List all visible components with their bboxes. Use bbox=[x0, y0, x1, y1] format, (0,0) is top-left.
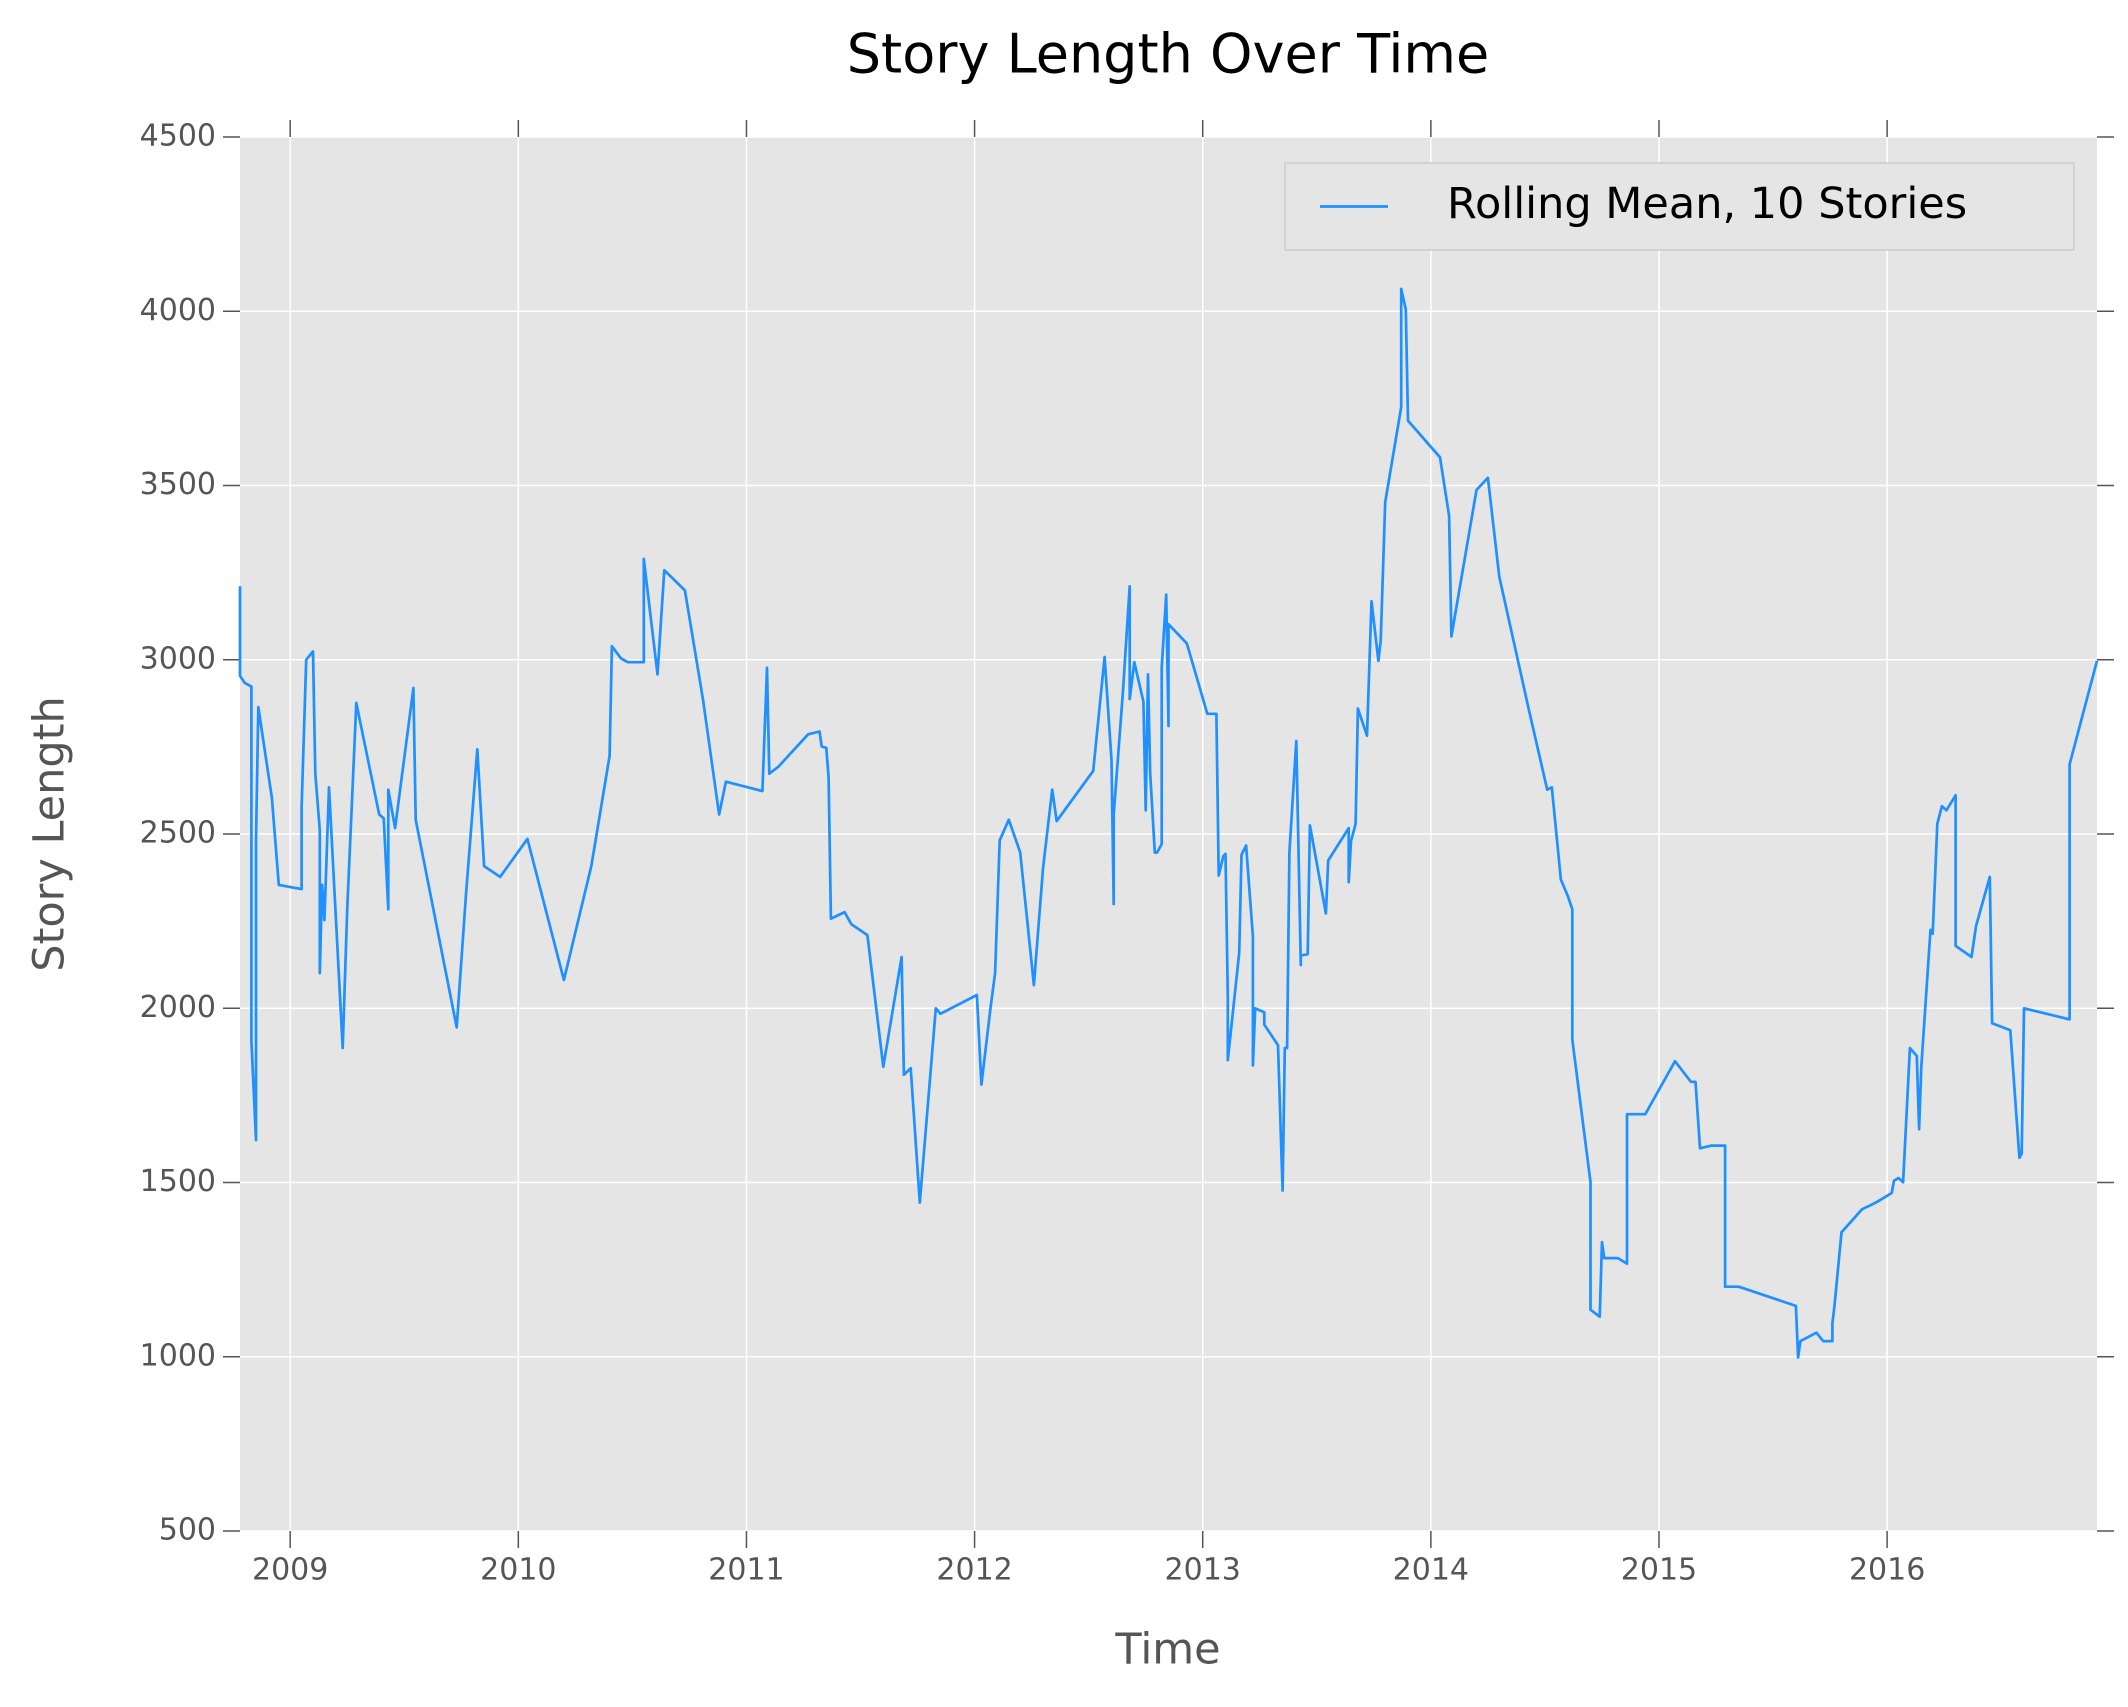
y-tick-label: 4500 bbox=[140, 119, 216, 154]
x-axis-label: Time bbox=[1114, 1625, 1220, 1675]
y-tick-label: 3000 bbox=[140, 641, 216, 676]
data-line bbox=[238, 287, 2099, 1359]
x-tick-label: 2009 bbox=[252, 1553, 328, 1588]
x-tick-label: 2016 bbox=[1849, 1553, 1925, 1588]
y-tick-label: 500 bbox=[159, 1513, 216, 1548]
chart-title: Story Length Over Time bbox=[847, 23, 1489, 86]
y-tick-label: 1000 bbox=[140, 1338, 216, 1373]
y-axis-label: Story Length bbox=[25, 696, 75, 972]
y-tick-label: 1500 bbox=[140, 1164, 216, 1199]
x-tick-label: 2010 bbox=[480, 1553, 556, 1588]
x-tick-label: 2015 bbox=[1621, 1553, 1697, 1588]
y-tick-label: 2500 bbox=[140, 816, 216, 851]
x-tick-label: 2014 bbox=[1393, 1553, 1469, 1588]
legend-label: Rolling Mean, 10 Stories bbox=[1447, 179, 1967, 229]
x-tick-label: 2013 bbox=[1165, 1553, 1241, 1588]
x-tick-label: 2012 bbox=[936, 1553, 1012, 1588]
y-tick-label: 4000 bbox=[140, 293, 216, 328]
legend-box bbox=[1284, 162, 2075, 251]
y-tick-label: 2000 bbox=[140, 990, 216, 1025]
x-tick-label: 2011 bbox=[708, 1553, 784, 1588]
y-tick-label: 3500 bbox=[140, 467, 216, 502]
legend: Rolling Mean, 10 Stories bbox=[1284, 162, 2075, 251]
